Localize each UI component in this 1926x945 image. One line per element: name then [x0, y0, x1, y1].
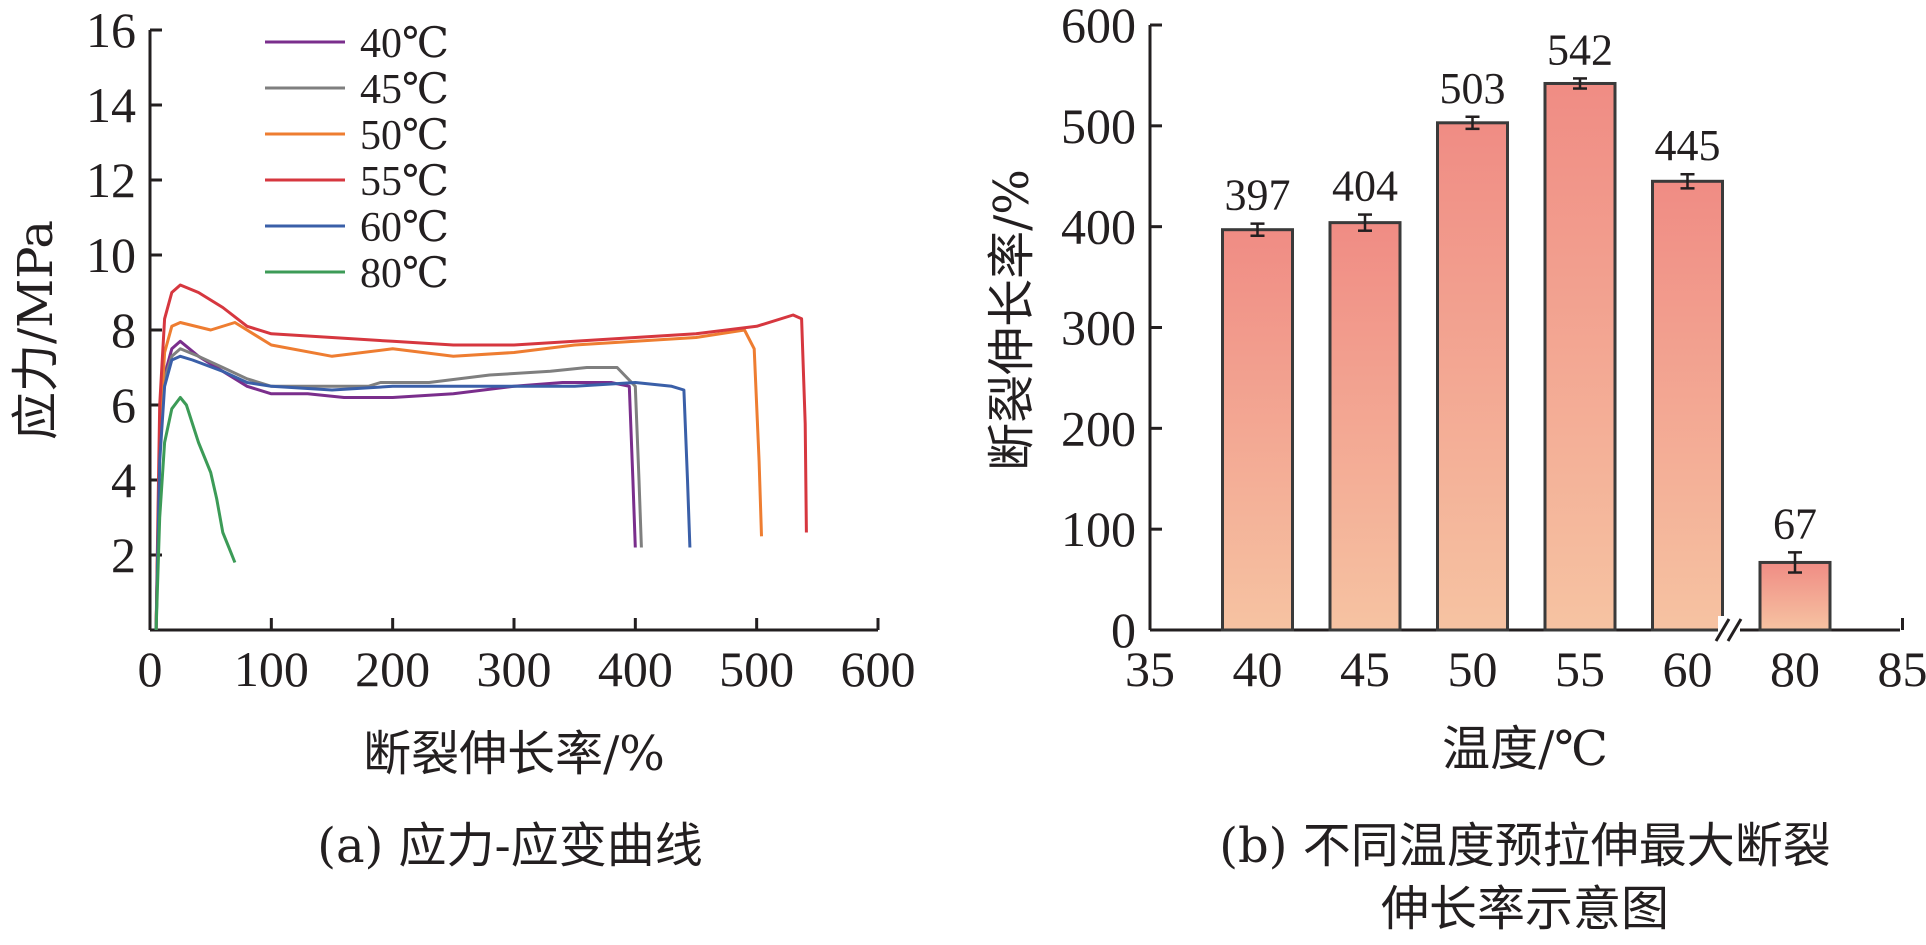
caption-b-line1: (b) 不同温度预拉伸最大断裂	[1219, 818, 1830, 874]
data-label: 67	[1773, 499, 1817, 548]
error-bar	[1573, 77, 1587, 90]
error-bar	[1358, 213, 1372, 232]
y-tick-label-a: 4	[111, 452, 136, 508]
y-axis-title-a: 应力/MPa	[8, 220, 64, 440]
error-bar	[1788, 551, 1802, 574]
x-tick-label-b: 60	[1663, 641, 1713, 697]
y-tick-label-b: 300	[1061, 300, 1136, 356]
y-tick-label-a: 10	[86, 227, 136, 283]
error-bar	[1465, 115, 1480, 131]
series-line-45c	[154, 347, 643, 631]
elongation-bar-chart: 35 40 45 50 55 60 80 85 0 100 200 300 400 500 600 397 4…	[984, 0, 1926, 937]
y-tick-label-a: 12	[86, 152, 136, 208]
x-tick-label-a: 300	[477, 641, 552, 697]
data-label: 445	[1655, 121, 1721, 170]
x-tick-label-a: 100	[234, 641, 309, 697]
caption-b-line2: 伸长率示意图	[1381, 881, 1669, 937]
legend-label: 55℃	[360, 159, 449, 205]
data-label: 503	[1440, 64, 1506, 113]
legend-label: 80℃	[360, 251, 449, 297]
y-tick-label-a: 8	[111, 302, 136, 358]
x-axis-title-b: 温度/℃	[1442, 721, 1608, 777]
bar-55	[1543, 81, 1617, 632]
x-tick-label-a: 400	[598, 641, 673, 697]
x-tick-label-a: 0	[138, 641, 163, 697]
legend-label: 50℃	[360, 113, 449, 159]
error-bar	[1680, 172, 1695, 190]
y-tick-label-a: 16	[86, 2, 136, 58]
series-line-80c	[154, 396, 237, 631]
series-line-50c	[154, 321, 763, 631]
x-tick-label-a: 200	[355, 641, 430, 697]
bar-50	[1436, 121, 1509, 632]
data-label: 542	[1547, 25, 1613, 74]
y-tick-label-b: 400	[1061, 199, 1136, 255]
bar-40	[1221, 228, 1294, 632]
legend-label: 40℃	[360, 21, 449, 67]
y-tick-label-b: 100	[1061, 501, 1136, 557]
series-line-55c	[154, 283, 808, 631]
series-line-60c	[154, 354, 692, 631]
y-tick-label-a: 6	[111, 377, 136, 433]
bar-45	[1328, 221, 1402, 632]
legend-label: 45℃	[360, 67, 449, 113]
x-axis-title-a: 断裂伸长率/%	[363, 726, 665, 782]
y-tick-label-a: 14	[86, 77, 136, 133]
series-line-40c	[154, 339, 637, 631]
legend: 40℃45℃50℃55℃60℃80℃	[265, 21, 449, 297]
y-tick-label-b: 0	[1111, 602, 1136, 658]
y-tick-label-b: 600	[1061, 0, 1136, 53]
axis-break-mark	[1714, 616, 1743, 644]
y-axis-title-b: 断裂伸长率/%	[984, 169, 1040, 471]
x-tick-label-b: 45	[1340, 641, 1390, 697]
y-tick-label-a: 2	[111, 527, 136, 583]
x-tick-label-a: 600	[841, 641, 916, 697]
data-label: 397	[1225, 171, 1291, 220]
bar-60	[1651, 179, 1724, 632]
stress-strain-chart: 0 100 200 300 400 500 600 2 4 6 8 10 12 14 16 40℃45℃50…	[8, 2, 916, 874]
x-tick-label-b: 50	[1448, 641, 1498, 697]
y-tick-label-b: 200	[1061, 400, 1136, 456]
caption-a: (a) 应力-应变曲线	[317, 818, 703, 874]
x-tick-label-b: 35	[1125, 641, 1175, 697]
x-tick-label-b: 80	[1770, 641, 1820, 697]
legend-label: 60℃	[360, 205, 449, 251]
x-tick-label-b: 40	[1233, 641, 1283, 697]
error-bar	[1250, 222, 1265, 237]
y-tick-label-b: 500	[1061, 98, 1136, 154]
x-tick-label-a: 500	[719, 641, 794, 697]
x-tick-label-b: 55	[1555, 641, 1605, 697]
x-tick-label-b: 85	[1878, 641, 1926, 697]
data-label: 404	[1332, 162, 1398, 211]
